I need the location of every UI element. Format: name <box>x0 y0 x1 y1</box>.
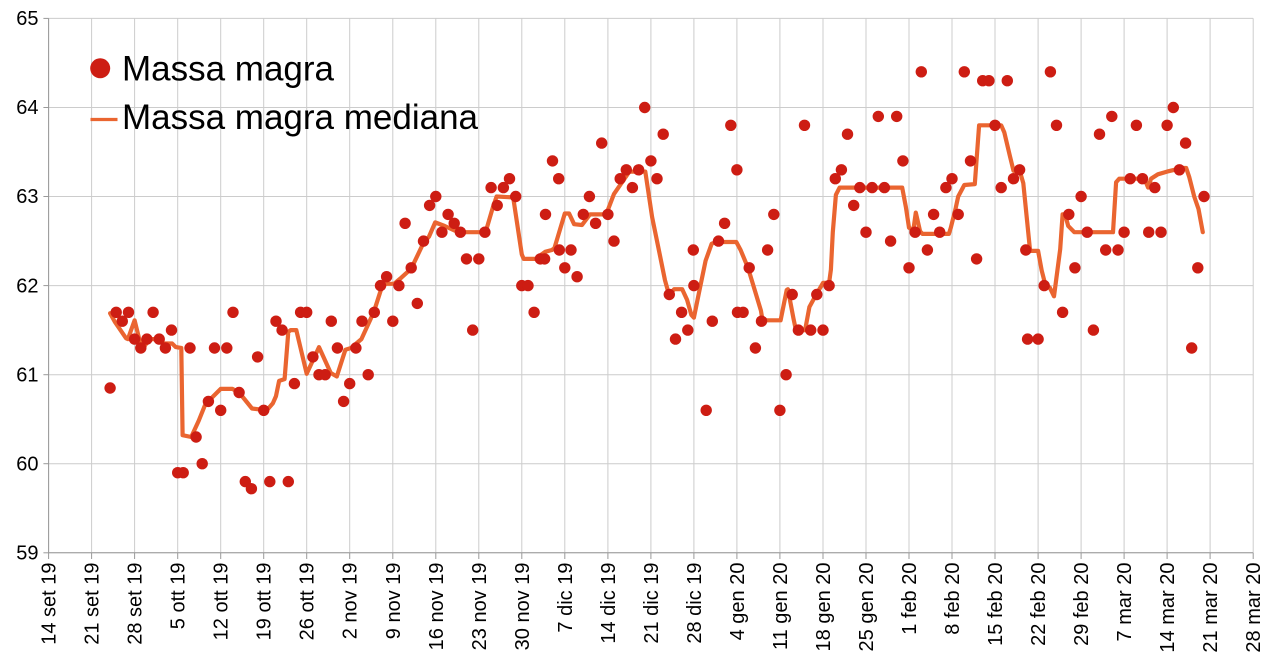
svg-text:21 dic 19: 21 dic 19 <box>641 563 663 644</box>
svg-text:60: 60 <box>16 453 38 475</box>
svg-text:21 mar 20: 21 mar 20 <box>1200 563 1222 653</box>
svg-text:16 nov 19: 16 nov 19 <box>426 563 448 651</box>
svg-text:59: 59 <box>16 543 38 565</box>
svg-text:64: 64 <box>16 97 38 119</box>
svg-text:23 nov 19: 23 nov 19 <box>469 563 491 651</box>
svg-text:7 mar 20: 7 mar 20 <box>1114 563 1136 642</box>
svg-text:14 mar 20: 14 mar 20 <box>1157 563 1179 653</box>
svg-text:22 feb 20: 22 feb 20 <box>1028 563 1050 646</box>
svg-text:14 set 19: 14 set 19 <box>39 563 61 645</box>
svg-text:12 ott 19: 12 ott 19 <box>211 563 233 641</box>
svg-text:30 nov 19: 30 nov 19 <box>512 563 534 651</box>
svg-text:19 ott 19: 19 ott 19 <box>254 563 276 641</box>
svg-text:7 dic 19: 7 dic 19 <box>555 563 577 633</box>
svg-text:21 set 19: 21 set 19 <box>82 563 104 645</box>
svg-text:15 feb 20: 15 feb 20 <box>985 563 1007 646</box>
svg-text:63: 63 <box>16 186 38 208</box>
svg-text:2 nov 19: 2 nov 19 <box>340 563 362 640</box>
svg-text:8 feb 20: 8 feb 20 <box>942 563 964 635</box>
svg-text:28 mar 20: 28 mar 20 <box>1243 563 1265 653</box>
svg-text:14 dic 19: 14 dic 19 <box>598 563 620 644</box>
svg-text:28 set 19: 28 set 19 <box>125 563 147 645</box>
svg-text:5 ott 19: 5 ott 19 <box>168 563 190 630</box>
svg-text:28 dic 19: 28 dic 19 <box>684 563 706 644</box>
svg-text:Massa magra: Massa magra <box>122 50 335 89</box>
svg-text:Massa magra mediana: Massa magra mediana <box>122 98 479 137</box>
svg-text:11 gen 20: 11 gen 20 <box>770 563 792 651</box>
svg-text:25 gen 20: 25 gen 20 <box>856 563 878 652</box>
svg-text:4 gen 20: 4 gen 20 <box>727 563 749 641</box>
svg-text:61: 61 <box>16 364 38 386</box>
svg-text:1 feb 20: 1 feb 20 <box>899 563 921 635</box>
svg-text:65: 65 <box>16 8 38 30</box>
svg-text:29 feb 20: 29 feb 20 <box>1071 563 1093 646</box>
svg-text:9 nov 19: 9 nov 19 <box>383 563 405 640</box>
svg-text:62: 62 <box>16 275 38 297</box>
svg-text:26 ott 19: 26 ott 19 <box>297 563 319 641</box>
svg-text:18 gen 20: 18 gen 20 <box>813 563 835 652</box>
